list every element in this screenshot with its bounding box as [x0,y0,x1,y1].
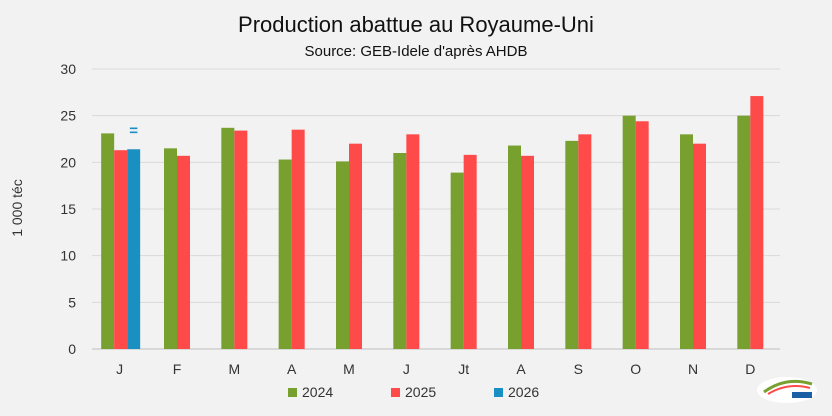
bar-2024-D [737,115,751,350]
bar-2025-D [750,96,764,349]
legend-swatch-2026 [494,388,503,397]
x-tick-label: M [343,361,355,377]
x-tick-label: S [574,361,583,377]
bar-2024-J [101,133,115,349]
annotations: = [129,122,138,139]
bar-2024-A [278,159,292,349]
idele-logo-icon [757,377,817,403]
y-tick-label: 15 [60,201,76,217]
y-tick-label: 0 [68,341,76,357]
bar-2024-A [508,145,521,349]
x-tick-label: A [287,361,297,377]
bar-2025-S [578,134,592,349]
x-tick-label: D [745,361,755,377]
x-tick-label: J [116,361,123,377]
x-tick-label: Jt [458,361,469,377]
bar-2024-S [565,140,579,349]
x-tick-label: N [688,361,698,377]
y-tick-label: 30 [60,61,76,77]
grid-lines [92,68,780,350]
legend-swatch-2025 [391,388,400,397]
bar-2025-Jt [463,154,477,349]
bars [101,96,764,350]
y-axis-label: 1 000 téc [9,179,25,237]
bar-2025-N [693,143,706,349]
bar-2025-O [635,121,649,350]
bar-2024-M [336,161,349,349]
chart-subtitle: Source: GEB-Idele d'après AHDB [305,43,528,60]
x-tick-label: M [228,361,240,377]
bar-2025-J [114,150,128,349]
x-tick-label: O [630,361,641,377]
y-tick-labels: 0 5 10 15 20 25 30 [60,61,76,357]
y-tick-label: 25 [60,108,76,124]
bar-2025-M [234,130,248,349]
legend-label-2026: 2026 [508,384,539,400]
bar-2024-J [393,153,407,349]
legend-swatch-2024 [288,388,297,397]
bar-2024-N [680,134,693,349]
x-tick-label: F [173,361,182,377]
legend-label-2025: 2025 [405,384,436,400]
bar-2025-M [349,143,362,349]
chart-title: Production abattue au Royaume-Uni [238,12,594,37]
y-tick-label: 10 [60,248,76,264]
bar-2025-A [521,155,534,349]
bar-2025-F [177,155,190,349]
bar-2025-A [291,129,305,349]
bar-2026-J [127,149,141,349]
bar-2024-F [164,148,177,349]
y-tick-label: 20 [60,154,76,170]
legend: 2024 2025 2026 [288,384,539,400]
bar-2024-Jt [450,172,464,349]
x-tick-labels: J F M A M J Jt A S O N D [116,361,755,377]
y-tick-label: 5 [68,294,76,310]
bar-2024-M [221,127,235,349]
legend-label-2024: 2024 [302,384,333,400]
annotation-equal: = [129,122,138,139]
bar-2024-O [622,115,636,350]
x-tick-label: J [403,361,410,377]
bar-2025-J [406,134,420,349]
x-tick-label: A [516,361,526,377]
